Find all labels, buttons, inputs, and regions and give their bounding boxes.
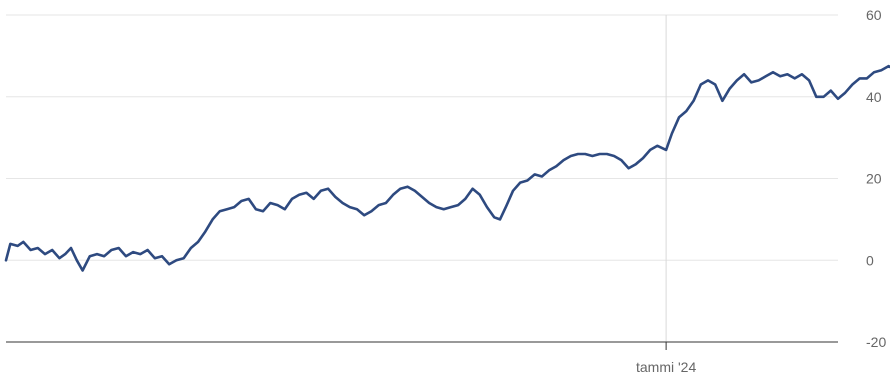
series-group: [4, 64, 890, 272]
x-axis-labels: tammi '24: [636, 359, 696, 375]
x-tick-label: tammi '24: [636, 359, 696, 375]
y-tick-label: 60: [866, 7, 882, 23]
grid-lines: [6, 14, 838, 261]
y-tick-label: 40: [866, 89, 882, 105]
y-tick-label: 0: [866, 252, 874, 268]
series-line-0: [4, 64, 890, 272]
y-axis-labels: -20 0 20 40 60: [866, 7, 886, 350]
y-tick-label: 20: [866, 171, 882, 187]
y-tick-label: -20: [866, 334, 886, 350]
x-axis: [6, 341, 838, 350]
